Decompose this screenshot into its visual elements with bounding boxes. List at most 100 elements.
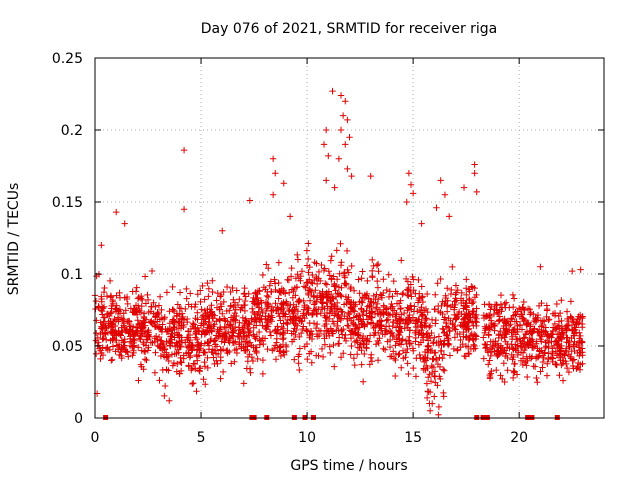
- outlier-point: [219, 227, 226, 234]
- data-point: [249, 305, 256, 312]
- data-point: [233, 349, 241, 357]
- data-point: [107, 337, 114, 344]
- data-point: [310, 292, 317, 299]
- data-point: [206, 314, 213, 322]
- data-point: [129, 288, 136, 295]
- data-point: [157, 352, 165, 360]
- data-point: [363, 307, 370, 314]
- data-point: [185, 349, 192, 356]
- data-point: [424, 349, 432, 356]
- data-point: [244, 332, 252, 339]
- data-point: [531, 325, 538, 332]
- data-point: [244, 343, 251, 350]
- data-point: [374, 357, 382, 364]
- data-point: [383, 328, 391, 336]
- outlier-point: [113, 208, 120, 216]
- data-point: [99, 336, 106, 343]
- data-point: [219, 310, 226, 317]
- outlier-point: [568, 267, 576, 275]
- data-point: [305, 240, 312, 247]
- data-point: [288, 264, 295, 272]
- data-point: [530, 310, 537, 318]
- data-point: [337, 240, 344, 247]
- data-point: [113, 336, 120, 344]
- data-point: [308, 359, 316, 366]
- data-point: [321, 341, 329, 348]
- data-point: [201, 340, 209, 347]
- data-point: [444, 285, 451, 292]
- data-point: [148, 267, 156, 275]
- data-point: [512, 310, 519, 318]
- data-point: [533, 374, 540, 382]
- data-point: [145, 344, 152, 351]
- data-point: [375, 296, 382, 303]
- data-point: [147, 318, 154, 326]
- data-point: [117, 331, 124, 339]
- data-point: [99, 323, 106, 331]
- data-point: [280, 325, 287, 332]
- data-point: [280, 288, 287, 296]
- outlier-point: [403, 198, 410, 206]
- data-point: [440, 351, 448, 358]
- data-point: [108, 356, 116, 363]
- data-point: [185, 362, 192, 369]
- data-point: [490, 322, 497, 329]
- data-point: [343, 247, 351, 255]
- data-point: [359, 268, 366, 275]
- data-point: [160, 353, 168, 360]
- data-point: [274, 304, 281, 311]
- data-point: [204, 339, 211, 347]
- data-point: [202, 381, 209, 388]
- data-point: [123, 326, 131, 333]
- data-point: [141, 348, 149, 356]
- data-point: [242, 315, 249, 323]
- data-point: [431, 372, 438, 380]
- data-point: [300, 297, 307, 305]
- data-point: [392, 356, 399, 364]
- data-point: [203, 329, 210, 336]
- data-point: [369, 256, 376, 264]
- data-point: [406, 327, 413, 334]
- x-tick-label: 10: [298, 430, 316, 446]
- outlier-point: [335, 155, 343, 162]
- data-point: [100, 320, 107, 327]
- data-point: [192, 301, 199, 308]
- data-point: [169, 283, 176, 291]
- data-point: [240, 328, 248, 336]
- data-point: [424, 308, 431, 316]
- data-point: [212, 341, 219, 348]
- data-point: [403, 340, 410, 348]
- data-point: [289, 306, 296, 313]
- data-point: [423, 380, 431, 387]
- data-point: [495, 350, 502, 357]
- data-point: [366, 303, 373, 311]
- data-point: [570, 356, 578, 363]
- data-point: [294, 322, 301, 329]
- data-point: [425, 373, 432, 381]
- data-point: [310, 307, 317, 314]
- outlier-point: [367, 172, 374, 180]
- data-point: [117, 332, 125, 339]
- data-point: [412, 320, 419, 327]
- data-point: [317, 277, 324, 285]
- data-point: [356, 290, 363, 297]
- data-point: [176, 289, 184, 296]
- data-point: [285, 289, 293, 296]
- data-point: [294, 298, 302, 305]
- data-point: [175, 322, 183, 330]
- data-point: [171, 350, 178, 358]
- data-point: [144, 296, 152, 304]
- data-point: [304, 306, 311, 314]
- data-point: [563, 338, 570, 346]
- data-point: [217, 293, 224, 300]
- data-point: [405, 370, 412, 378]
- data-point: [579, 360, 586, 368]
- data-point: [305, 291, 312, 299]
- data-point: [99, 311, 106, 318]
- data-point: [110, 326, 117, 334]
- data-point: [156, 377, 163, 384]
- data-point: [323, 332, 330, 340]
- data-point: [292, 331, 299, 339]
- data-point: [398, 257, 405, 264]
- data-point: [364, 277, 371, 285]
